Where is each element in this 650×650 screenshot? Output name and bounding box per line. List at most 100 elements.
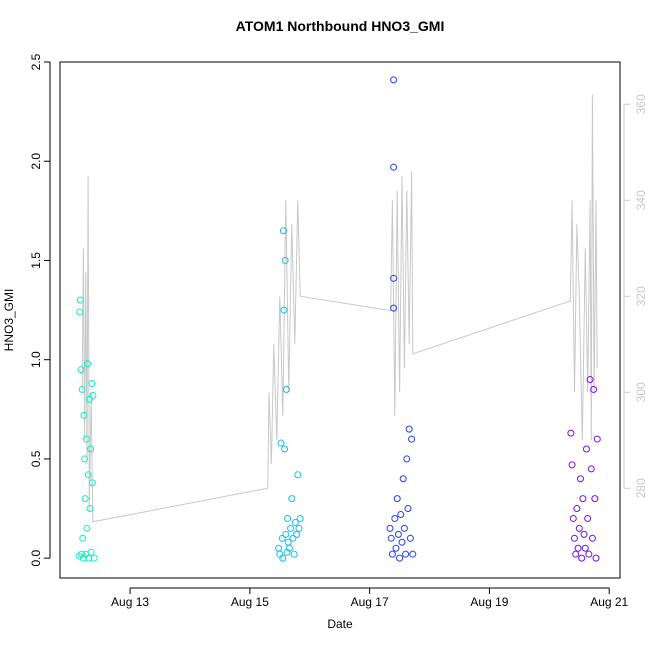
point xyxy=(567,429,575,437)
point xyxy=(87,548,95,556)
point xyxy=(390,163,398,171)
point xyxy=(404,505,412,513)
point xyxy=(88,380,96,388)
point xyxy=(275,544,283,552)
point xyxy=(288,495,296,503)
point xyxy=(282,385,290,393)
point xyxy=(284,514,292,522)
y-tick-label: 2.5 xyxy=(29,53,43,70)
x-axis-label: Date xyxy=(327,617,353,631)
y-axis-label: HNO3_GMI xyxy=(2,289,16,352)
point xyxy=(77,366,85,374)
point xyxy=(281,256,289,264)
point xyxy=(387,534,395,542)
point xyxy=(78,550,86,558)
point xyxy=(279,554,287,562)
point xyxy=(403,455,411,463)
point xyxy=(391,514,399,522)
point xyxy=(279,227,287,235)
point xyxy=(291,518,299,526)
point xyxy=(277,439,285,447)
point xyxy=(409,550,417,558)
y-tick-label: 0.0 xyxy=(29,549,43,566)
point xyxy=(402,550,410,558)
point xyxy=(574,544,582,552)
point xyxy=(296,514,304,522)
point xyxy=(86,505,94,513)
point xyxy=(572,550,580,558)
point xyxy=(591,495,599,503)
point xyxy=(76,296,84,304)
point xyxy=(580,530,588,538)
y-tick-label: 0.5 xyxy=(29,450,43,467)
point xyxy=(585,550,593,558)
point xyxy=(399,475,407,483)
x-tick-label: Aug 17 xyxy=(351,595,389,609)
point xyxy=(593,435,601,443)
point xyxy=(81,495,89,503)
point xyxy=(405,425,413,433)
point xyxy=(590,385,598,393)
point xyxy=(388,550,396,558)
point xyxy=(289,534,297,542)
point xyxy=(408,435,416,443)
line xyxy=(81,94,598,523)
point xyxy=(587,465,595,473)
point xyxy=(394,530,402,538)
point xyxy=(592,554,600,562)
point xyxy=(85,395,93,403)
point xyxy=(87,445,95,453)
point xyxy=(396,554,404,562)
point xyxy=(287,524,295,532)
point xyxy=(586,376,594,384)
y2-tick-label: 340 xyxy=(634,190,648,210)
point xyxy=(278,534,286,542)
point xyxy=(579,495,587,503)
point xyxy=(89,391,97,399)
y2-tick-label: 320 xyxy=(634,286,648,306)
point xyxy=(276,550,284,558)
point xyxy=(393,495,401,503)
point xyxy=(84,360,92,368)
point xyxy=(575,524,583,532)
point xyxy=(281,445,289,453)
point xyxy=(398,538,406,546)
x-tick-label: Aug 13 xyxy=(111,595,149,609)
point xyxy=(570,534,578,542)
point xyxy=(400,524,408,532)
point xyxy=(84,471,92,479)
point xyxy=(293,530,301,538)
point xyxy=(81,455,89,463)
x-tick-label: Aug 15 xyxy=(231,595,269,609)
point xyxy=(85,554,93,562)
chart-title: ATOM1 Northbound HNO3_GMI xyxy=(236,18,445,34)
point xyxy=(588,534,596,542)
point xyxy=(83,524,91,532)
point xyxy=(282,530,290,538)
point xyxy=(90,554,98,562)
y2-tick-label: 300 xyxy=(634,382,648,402)
point xyxy=(569,514,577,522)
y-tick-label: 1.0 xyxy=(29,351,43,368)
x-tick-label: Aug 21 xyxy=(590,595,628,609)
point xyxy=(390,274,398,282)
point xyxy=(582,445,590,453)
point xyxy=(568,461,576,469)
point xyxy=(294,471,302,479)
point xyxy=(390,76,398,84)
point xyxy=(406,534,414,542)
point xyxy=(280,306,288,314)
point xyxy=(80,411,88,419)
point xyxy=(397,510,405,518)
point xyxy=(576,475,584,483)
point xyxy=(584,514,592,522)
point xyxy=(76,308,84,316)
x-tick-label: Aug 19 xyxy=(470,595,508,609)
point xyxy=(573,505,581,513)
point xyxy=(392,544,400,552)
y-tick-label: 1.5 xyxy=(29,252,43,269)
y2-tick-label: 360 xyxy=(634,94,648,114)
point xyxy=(386,524,394,532)
plot-box xyxy=(59,61,621,579)
